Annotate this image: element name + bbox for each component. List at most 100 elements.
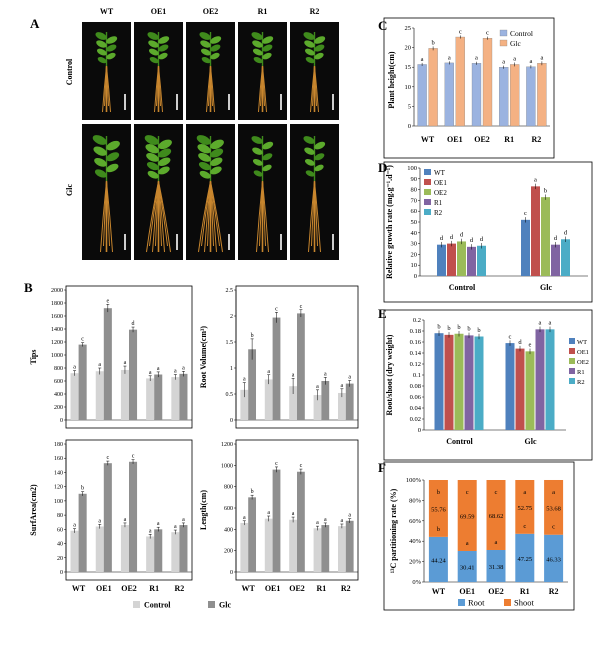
significance-letter: b bbox=[251, 333, 254, 339]
significance-letter: a bbox=[534, 177, 537, 184]
y-tick-label: 0.18 bbox=[410, 328, 421, 335]
x-tick-label: WT bbox=[421, 135, 435, 144]
y-tick-label: 0 bbox=[60, 418, 63, 424]
bar-root bbox=[544, 534, 564, 582]
significance-letter: a bbox=[324, 517, 327, 523]
y-tick-label: 800 bbox=[224, 485, 233, 491]
significance-letter: b bbox=[437, 526, 440, 533]
y-axis-label: Plant height(cm) bbox=[387, 51, 396, 108]
y-tick-label: 40 bbox=[57, 542, 63, 548]
y-tick-label: 1200 bbox=[221, 442, 233, 448]
significance-letter: a bbox=[157, 521, 160, 527]
significance-letter: c bbox=[106, 455, 109, 461]
y-tick-label: 0.1 bbox=[413, 372, 421, 379]
bar-root bbox=[515, 533, 535, 582]
significance-letter: a bbox=[540, 54, 543, 61]
x-tick-label: R2 bbox=[549, 587, 559, 596]
y-tick-label: 600 bbox=[224, 506, 233, 512]
row-label-glc: Glc bbox=[65, 184, 74, 196]
significance-letter: a bbox=[174, 369, 177, 375]
significance-letter: a bbox=[316, 520, 319, 526]
significance-letter: a bbox=[316, 384, 319, 390]
photo-column-label: R2 bbox=[310, 7, 320, 16]
y-tick-label: 10 bbox=[411, 262, 418, 269]
legend-swatch bbox=[499, 29, 508, 37]
bar-control bbox=[95, 371, 104, 420]
bar-oe2 bbox=[457, 241, 466, 276]
legend-label: OE1 bbox=[577, 349, 589, 356]
legend-label: R1 bbox=[577, 369, 585, 376]
significance-letter: a bbox=[149, 370, 152, 376]
significance-letter: a bbox=[98, 362, 101, 368]
legend-label: R2 bbox=[434, 209, 443, 217]
legend-swatch bbox=[499, 39, 508, 47]
y-tick-label: 140 bbox=[54, 470, 63, 476]
significance-letter: a bbox=[552, 489, 555, 496]
y-tick-label: 100% bbox=[406, 477, 422, 484]
significance-letter: c bbox=[552, 524, 555, 531]
x-tick-label: OE1 bbox=[447, 135, 463, 144]
legend-swatch bbox=[569, 348, 575, 354]
bar-glc bbox=[297, 471, 305, 572]
significance-letter: a bbox=[182, 365, 185, 371]
panel-label-b: B bbox=[24, 280, 33, 295]
x-tick-label: OE1 bbox=[96, 584, 112, 593]
bar-glc bbox=[537, 63, 547, 127]
bar-glc bbox=[272, 469, 281, 572]
y-tick-label: 100 bbox=[407, 165, 417, 172]
bar-glc bbox=[154, 374, 163, 420]
bar-oe2 bbox=[541, 197, 550, 276]
significance-letter: a bbox=[124, 517, 127, 523]
y-tick-label: 1 bbox=[230, 366, 233, 372]
significance-letter: d bbox=[480, 236, 484, 243]
bar-oe1 bbox=[531, 186, 540, 276]
legend-label: Root bbox=[468, 598, 485, 608]
bar-root bbox=[457, 550, 477, 582]
y-tick-label: 600 bbox=[54, 379, 63, 385]
bar-r2 bbox=[474, 336, 484, 430]
bar-control bbox=[337, 526, 346, 572]
bar-glc bbox=[345, 520, 354, 572]
legend-swatch bbox=[569, 378, 575, 384]
bar-r1 bbox=[464, 335, 474, 430]
panel-b-chart: 0 200 400 600 800 1000 1200 1400 1600 1800 2000 Tip… bbox=[29, 288, 192, 424]
y-tick-label: 0.2 bbox=[413, 317, 421, 324]
bar-shoot bbox=[486, 480, 506, 550]
significance-letter: d bbox=[440, 235, 444, 242]
bar-glc bbox=[179, 373, 188, 420]
y-tick-label: 30 bbox=[411, 241, 418, 248]
y-tick-label: 2000 bbox=[51, 288, 63, 294]
y-tick-label: 20 bbox=[405, 45, 412, 52]
significance-letter: d bbox=[470, 237, 474, 244]
y-tick-label: 2.5 bbox=[226, 288, 234, 294]
significance-letter: a bbox=[348, 513, 351, 519]
y-tick-label: 0 bbox=[60, 570, 63, 576]
significance-letter: a bbox=[267, 510, 270, 516]
panel-f-13c-partitioning-chart: 0% 20% 40% 60% 80% 100% ¹³C partitioning rate … bbox=[389, 477, 568, 608]
x-tick-label: WT bbox=[242, 584, 256, 593]
bar-glc bbox=[482, 38, 493, 127]
bar-glc bbox=[248, 497, 257, 572]
y-tick-label: 0.06 bbox=[410, 394, 422, 401]
bar-control bbox=[264, 518, 273, 572]
significance-letter: a bbox=[243, 377, 246, 383]
bar-control bbox=[120, 369, 129, 420]
significance-letter: d bbox=[450, 234, 454, 241]
y-tick-label: 0 bbox=[230, 570, 233, 576]
plant-photo bbox=[186, 124, 235, 260]
y-tick-label: 0% bbox=[412, 579, 421, 586]
y-tick-label: 60% bbox=[409, 518, 422, 525]
y-tick-label: 20% bbox=[409, 559, 422, 566]
y-tick-label: 200 bbox=[224, 549, 233, 555]
significance-letter: b bbox=[431, 39, 434, 46]
bar-control bbox=[95, 526, 104, 572]
y-axis-label: Relative growth rate (mg.g⁻¹.d⁻¹) bbox=[385, 165, 394, 279]
x-tick-label: Glc bbox=[525, 437, 537, 446]
x-tick-label: OE2 bbox=[121, 584, 137, 593]
bar-glc bbox=[272, 317, 281, 420]
x-tick-label: R1 bbox=[520, 587, 530, 596]
significance-letter: a bbox=[157, 366, 160, 372]
panel-label-d: D bbox=[378, 160, 387, 175]
y-tick-label: 2 bbox=[230, 314, 233, 320]
plant-photo bbox=[82, 124, 131, 260]
